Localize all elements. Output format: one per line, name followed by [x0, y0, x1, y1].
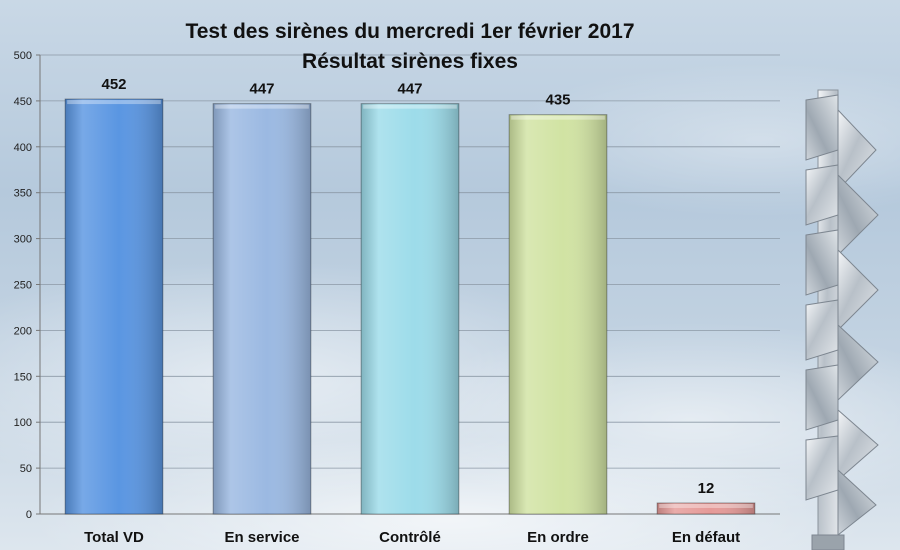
bar-shading — [65, 99, 163, 515]
bar-highlight — [659, 503, 753, 508]
y-tick-label: 0 — [26, 509, 32, 521]
y-tick-label: 200 — [14, 325, 32, 337]
y-tick-label: 350 — [14, 188, 32, 200]
chart-subtitle: Résultat sirènes fixes — [302, 50, 518, 73]
data-label: 452 — [101, 76, 126, 93]
y-tick-label: 50 — [20, 463, 32, 475]
y-tick-label: 250 — [14, 280, 32, 292]
bar-shading — [213, 103, 311, 515]
bar-3 — [360, 103, 460, 515]
bar-shading — [657, 502, 755, 514]
bar-5 — [656, 502, 756, 515]
category-labels: Total VD En service Contrôlé En ordre En déf… — [84, 529, 740, 546]
bar-shading — [361, 103, 459, 515]
bar-1 — [64, 98, 164, 515]
data-label: 435 — [545, 92, 570, 109]
category-label: Total VD — [84, 529, 144, 546]
category-label: En service — [224, 529, 299, 546]
y-tick-label: 150 — [14, 371, 32, 383]
data-label: 12 — [698, 480, 715, 497]
bar-highlight — [363, 104, 457, 109]
data-labels: 452 447 447 435 12 — [101, 76, 714, 497]
category-label: Contrôlé — [379, 529, 441, 546]
category-label: En ordre — [527, 529, 589, 546]
y-tick-label: 100 — [14, 417, 32, 429]
bar-2 — [212, 103, 312, 515]
bar-shading — [509, 114, 607, 515]
bar-4 — [508, 114, 608, 515]
bar-highlight — [67, 100, 161, 105]
chart-title: Test des sirènes du mercredi 1er février… — [185, 20, 634, 43]
bar-highlight — [215, 104, 309, 109]
bar-highlight — [511, 115, 605, 120]
data-label: 447 — [397, 81, 422, 98]
data-label: 447 — [249, 81, 274, 98]
bars — [64, 98, 756, 515]
y-tick-label: 450 — [14, 96, 32, 108]
y-tick-label: 400 — [14, 142, 32, 154]
y-tick-labels: 0 50 100 150 200 250 300 350 400 450 500 — [14, 50, 32, 521]
y-tick-label: 300 — [14, 234, 32, 246]
category-label: En défaut — [672, 529, 740, 546]
y-tick-label: 500 — [14, 50, 32, 62]
